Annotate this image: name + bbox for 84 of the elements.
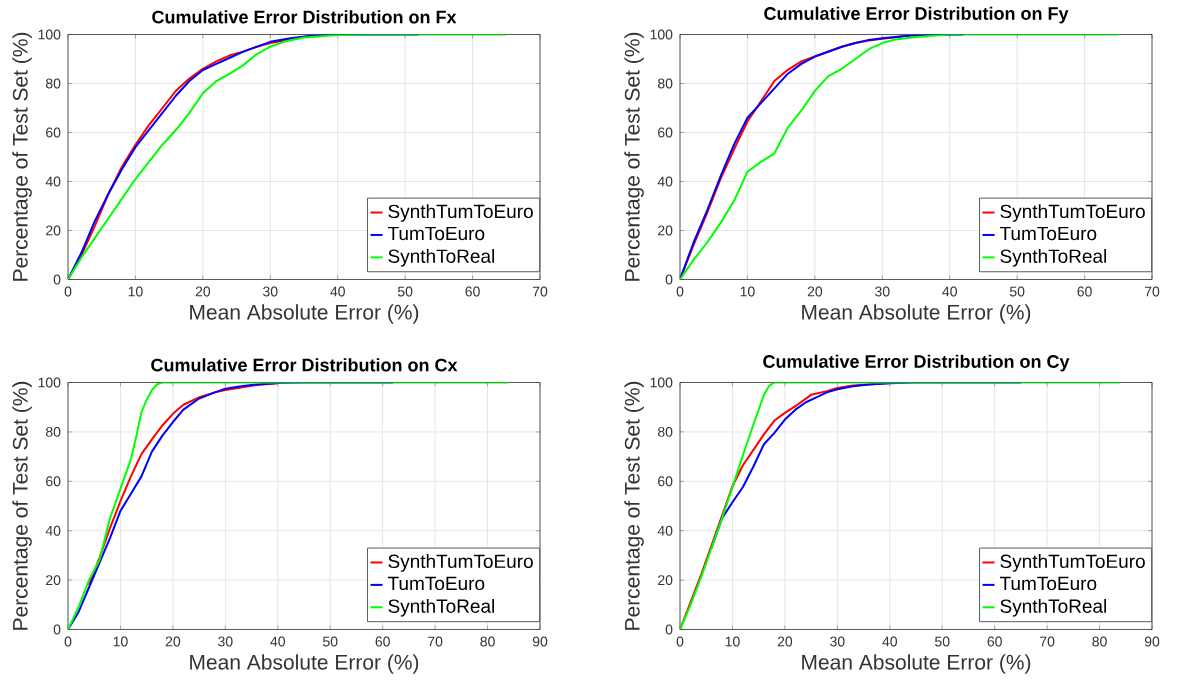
x-tick-label: 70 (532, 286, 548, 297)
y-tick-label: 40 (657, 526, 673, 536)
x-tick-label: 70 (1040, 636, 1055, 647)
chart-title: Cumulative Error Distribution on Cy (763, 354, 1070, 372)
y-tick-label: 0 (53, 274, 61, 285)
legend-label: SynthToReal (388, 249, 494, 267)
x-axis-title: Mean Absolute Error (%) (802, 304, 1031, 325)
legend-label: SynthToReal (1000, 599, 1106, 617)
y-axis-title: Percentage of Test Set (%) (12, 33, 32, 281)
x-axis-title: Mean Absolute Error (%) (802, 654, 1031, 675)
y-tick-label: 60 (658, 127, 673, 138)
x-tick-label: 40 (330, 286, 345, 297)
y-tick-label: 0 (53, 624, 61, 635)
x-axis-title: Mean Absolute Error (%) (190, 304, 419, 325)
x-tick-label: 50 (1009, 286, 1025, 297)
x-tick-label: 10 (128, 286, 143, 297)
x-tick-label: 30 (218, 636, 233, 647)
y-tick-label: 40 (45, 176, 61, 187)
y-tick-label: 80 (45, 78, 61, 89)
y-axis-title: Percentage of Test Set (%) (624, 382, 644, 630)
y-tick-label: 60 (46, 127, 61, 138)
x-tick-label: 10 (725, 636, 740, 647)
y-axis-title: Percentage of Test Set (%) (624, 33, 644, 281)
y-tick-label: 20 (658, 575, 673, 586)
x-tick-label: 80 (480, 636, 495, 647)
x-tick-label: 20 (195, 286, 211, 297)
x-tick-label: 50 (397, 286, 413, 297)
x-tick-label: 40 (942, 286, 957, 297)
legend-label: TumToEuro (999, 227, 1097, 241)
x-tick-label: 90 (532, 636, 548, 647)
x-tick-label: 50 (323, 636, 338, 647)
y-tick-label: 0 (665, 274, 673, 285)
y-tick-label: 60 (46, 476, 61, 487)
x-tick-label: 10 (113, 636, 128, 647)
legend-label: TumToEuro (387, 577, 485, 591)
x-tick-label: 0 (676, 286, 684, 297)
legend-label: SynthTumToEuro (388, 554, 533, 573)
x-tick-label: 60 (1077, 286, 1092, 297)
y-tick-label: 40 (657, 176, 673, 187)
legend-label: SynthToReal (388, 599, 494, 617)
y-tick-label: 20 (46, 575, 61, 586)
chart-title: Cumulative Error Distribution on Fx (152, 10, 457, 24)
y-tick-label: 100 (650, 377, 673, 388)
y-tick-label: 80 (657, 78, 673, 89)
x-tick-label: 0 (676, 636, 684, 647)
y-tick-label: 80 (657, 427, 673, 438)
legend-label: SynthToReal (1000, 249, 1106, 267)
x-tick-label: 60 (465, 286, 480, 297)
x-tick-label: 50 (935, 636, 950, 647)
y-tick-label: 20 (658, 225, 673, 236)
x-axis-title: Mean Absolute Error (%) (190, 654, 419, 675)
y-tick-label: 80 (45, 427, 61, 438)
x-tick-label: 0 (64, 636, 72, 647)
x-tick-label: 40 (270, 636, 286, 647)
y-tick-label: 40 (45, 526, 61, 536)
x-tick-label: 60 (987, 636, 1002, 647)
x-tick-label: 70 (1144, 286, 1160, 297)
chart-title: Cumulative Error Distribution on Cx (151, 358, 458, 372)
y-axis-title: Percentage of Test Set (%) (12, 382, 32, 630)
legend-label: SynthTumToEuro (1000, 554, 1145, 573)
x-tick-label: 20 (777, 636, 793, 647)
x-tick-label: 60 (375, 636, 390, 647)
legend-label: TumToEuro (387, 227, 485, 241)
legend-label: SynthTumToEuro (1000, 204, 1145, 223)
y-tick-label: 100 (650, 29, 673, 40)
x-tick-label: 30 (875, 286, 890, 297)
x-tick-label: 30 (830, 636, 845, 647)
x-tick-label: 20 (807, 286, 823, 297)
y-tick-label: 20 (46, 225, 61, 236)
x-tick-label: 80 (1092, 636, 1107, 647)
x-tick-label: 30 (263, 286, 278, 297)
x-tick-label: 0 (64, 286, 72, 297)
x-tick-label: 90 (1144, 636, 1160, 647)
x-tick-label: 70 (428, 636, 443, 647)
y-tick-label: 60 (658, 476, 673, 487)
x-tick-label: 40 (882, 636, 898, 647)
x-tick-label: 10 (740, 286, 755, 297)
chart-title: Cumulative Error Distribution on Fy (764, 6, 1069, 24)
y-tick-label: 100 (38, 377, 61, 388)
legend-label: SynthTumToEuro (388, 204, 533, 223)
legend-label: TumToEuro (999, 577, 1097, 591)
y-tick-label: 0 (665, 624, 673, 635)
y-tick-label: 100 (38, 29, 61, 40)
x-tick-label: 20 (165, 636, 181, 647)
